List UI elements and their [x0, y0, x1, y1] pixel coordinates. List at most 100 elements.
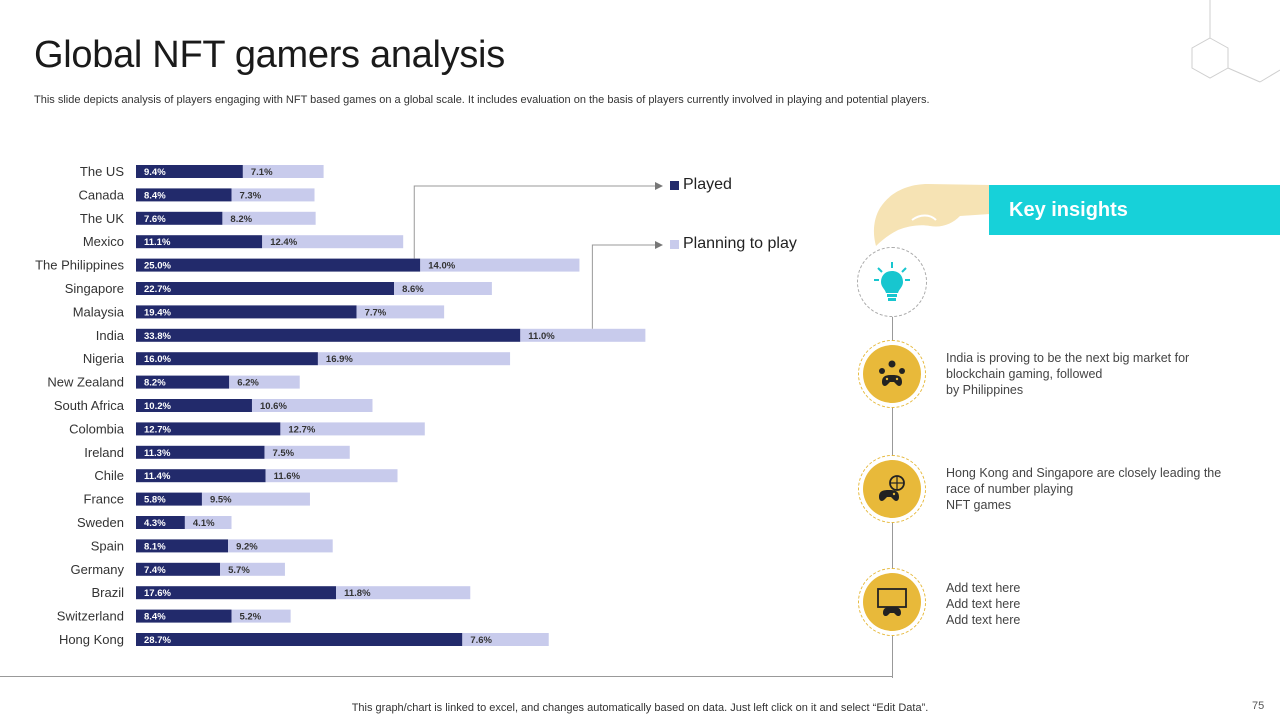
- value-label-played: 8.4%: [144, 190, 166, 201]
- legend-played-swatch: [670, 180, 679, 190]
- category-label: Germany: [71, 562, 125, 577]
- leader-line-planning: [591, 244, 655, 329]
- value-label-played: 22.7%: [144, 284, 171, 295]
- value-label-planning: 12.7%: [288, 424, 315, 435]
- bottom-rule: [0, 676, 892, 677]
- value-label-played: 7.6%: [144, 214, 166, 225]
- insight-3-line-3: Add text here: [946, 613, 1021, 627]
- bar-played: [136, 375, 230, 389]
- value-label-played: 16.0%: [144, 354, 171, 365]
- bar-planning: [280, 422, 425, 436]
- category-label: Mexico: [83, 234, 124, 249]
- bar-planning: [264, 445, 350, 459]
- bar-planning: [265, 469, 398, 483]
- page-subtitle: This slide depicts analysis of players e…: [34, 94, 930, 106]
- page-number: 75: [1252, 700, 1265, 712]
- category-label: The US: [80, 164, 124, 179]
- value-label-planning: 12.4%: [270, 237, 297, 248]
- bar-played: [136, 516, 185, 529]
- insight-2-line-1: Hong Kong and Singapore are closely lead…: [946, 466, 1222, 480]
- value-label-played: 10.2%: [144, 401, 171, 412]
- category-label: The UK: [80, 211, 124, 226]
- category-label: South Africa: [54, 398, 125, 413]
- insight-2-line-3: NFT games: [946, 498, 1012, 512]
- bar-played: [136, 305, 357, 319]
- value-label-planning: 4.1%: [193, 518, 215, 529]
- category-label: Switzerland: [57, 609, 124, 624]
- bar-played: [136, 235, 263, 249]
- value-label-played: 5.8%: [144, 495, 166, 506]
- value-label-planning: 11.0%: [528, 331, 555, 342]
- insight-2-line-2: race of number playing: [946, 482, 1074, 496]
- insight-1-line-2: blockchain gaming, followed: [946, 367, 1103, 381]
- insight-3-circle: [858, 568, 926, 636]
- bar-played: [136, 422, 281, 436]
- bar-played: [136, 586, 337, 600]
- bar-planning: [520, 328, 646, 342]
- bar-chart: The US 9.4% 7.1% Canada 8.4% 7.3% The UK 7.6% 8.…: [35, 164, 663, 647]
- bar-played: [136, 562, 221, 576]
- value-label-played: 33.8%: [144, 331, 171, 342]
- bar-played: [136, 609, 232, 623]
- value-label-planning: 7.1%: [251, 167, 273, 178]
- footer-note: This graph/chart is linked to excel, and…: [351, 702, 929, 714]
- bar-played: [136, 492, 202, 506]
- gamepad-globe-icon: [879, 475, 905, 501]
- bar-planning: [262, 235, 404, 249]
- insight-2-circle: [858, 455, 926, 523]
- bar-planning: [420, 258, 580, 272]
- hand-icon: [873, 184, 990, 246]
- bar-played: [136, 399, 252, 412]
- value-label-planning: 7.5%: [272, 448, 294, 459]
- bar-planning: [242, 165, 324, 178]
- category-label: Sweden: [77, 515, 124, 530]
- category-label: India: [96, 328, 125, 343]
- bar-played: [136, 165, 243, 178]
- bar-planning: [231, 188, 315, 202]
- value-label-planning: 5.2%: [240, 612, 262, 623]
- value-label-planning: 8.2%: [230, 214, 252, 225]
- key-insights-header: Key insights: [989, 185, 1280, 235]
- value-label-played: 7.4%: [144, 565, 166, 576]
- bar-planning: [231, 609, 291, 623]
- bar-planning: [462, 633, 549, 646]
- lightbulb-icon: [874, 262, 910, 301]
- value-label-planning: 7.3%: [240, 190, 262, 201]
- bar-played: [136, 211, 223, 225]
- category-label: Malaysia: [73, 304, 125, 319]
- value-label-planning: 11.8%: [344, 588, 371, 599]
- value-label-played: 4.3%: [144, 518, 166, 529]
- value-label-planning: 7.7%: [365, 307, 387, 318]
- legend-planning-label: Planning to play: [683, 235, 797, 252]
- value-label-planning: 5.7%: [228, 565, 250, 576]
- category-label: Chile: [94, 468, 124, 483]
- category-label: Brazil: [91, 585, 124, 600]
- gamepad-screen-icon: [877, 588, 907, 617]
- bar-planning: [220, 562, 285, 576]
- category-label: Ireland: [84, 445, 124, 460]
- bar-played: [136, 188, 232, 202]
- value-label-planning: 8.6%: [402, 284, 424, 295]
- bar-planning: [201, 492, 310, 506]
- value-label-played: 19.4%: [144, 307, 171, 318]
- insight-3-line-1: Add text here: [946, 581, 1021, 595]
- value-label-planning: 9.5%: [210, 495, 232, 506]
- insight-1-circle: [858, 340, 926, 408]
- legend-played-label: Played: [683, 176, 732, 193]
- bar-planning: [251, 399, 373, 412]
- legend-planning: Planning to play: [670, 235, 797, 253]
- value-label-played: 11.1%: [144, 237, 171, 248]
- bar-played: [136, 469, 266, 483]
- category-label: Nigeria: [83, 351, 125, 366]
- insight-1-line-1: India is proving to be the next big mark…: [946, 351, 1190, 365]
- bar-planning: [229, 375, 300, 389]
- insight-3-line-2: Add text here: [946, 597, 1021, 611]
- leader-line-played: [413, 185, 655, 259]
- insight-2-text: Hong Kong and Singapore are closely lead…: [946, 465, 1246, 513]
- bar-planning: [228, 539, 333, 553]
- value-label-played: 11.4%: [144, 471, 171, 482]
- category-label: Singapore: [65, 281, 124, 296]
- value-label-planning: 11.6%: [274, 471, 301, 482]
- category-label: Colombia: [69, 421, 125, 436]
- value-label-planning: 9.2%: [236, 541, 258, 552]
